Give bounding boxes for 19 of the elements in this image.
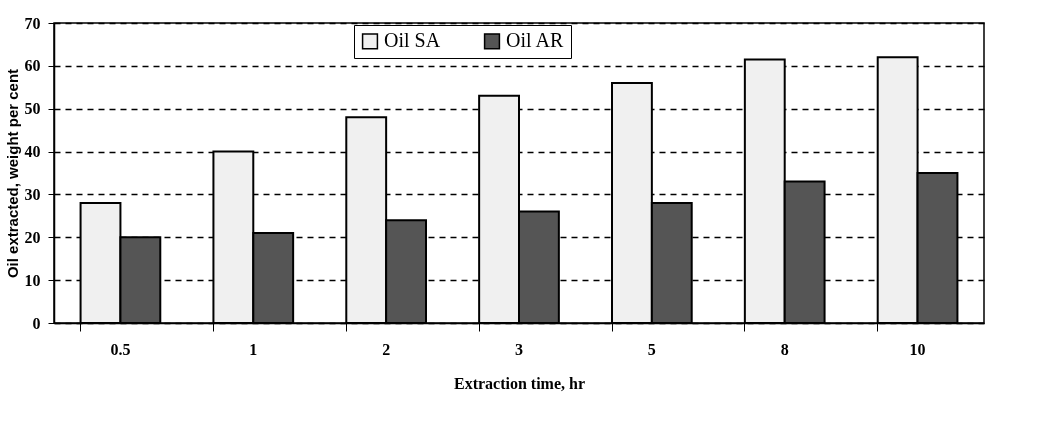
y-tick-label: 70 (24, 14, 41, 32)
y-tick-label: 40 (24, 143, 41, 161)
x-tick-label: 5 (647, 340, 656, 358)
x-axis-title: Extraction time, hr (453, 374, 586, 392)
y-tick-label: 20 (24, 228, 41, 246)
x-tick-label: 1 (249, 340, 258, 358)
x-tick-label: 2 (382, 340, 391, 358)
y-axis-title: Oil extracted, weight per cent (3, 68, 21, 279)
x-tick-label: 10 (909, 340, 926, 358)
y-tick-label: 10 (24, 271, 41, 289)
y-tick-label: 60 (24, 57, 41, 75)
x-tick-label: 8 (780, 340, 789, 358)
x-tick-label: 3 (515, 340, 523, 358)
x-tick-label: 0.5 (110, 340, 131, 358)
y-tick-label: 50 (24, 100, 41, 118)
legend-label: Oil AR (506, 29, 564, 52)
y-tick-label: 30 (24, 185, 41, 203)
legend-label: Oil SA (384, 29, 441, 52)
y-tick-label: 0 (32, 314, 41, 332)
